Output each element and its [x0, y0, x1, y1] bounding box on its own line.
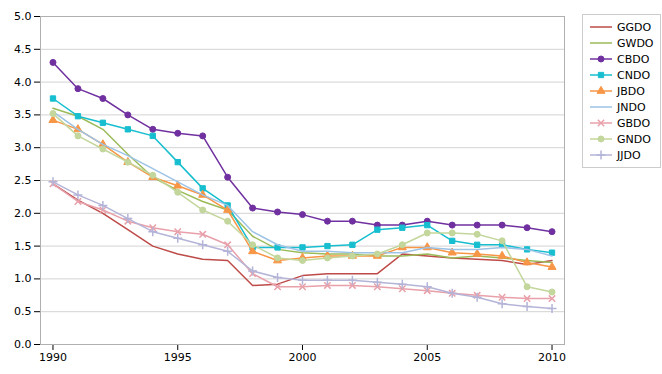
html-text:CBDO: CBDO	[617, 52, 650, 66]
svg-text:1.5: 1.5	[14, 240, 32, 253]
svg-text:1990: 1990	[39, 351, 67, 364]
svg-text:4.5: 4.5	[14, 43, 32, 56]
svg-text:1.0: 1.0	[14, 272, 32, 285]
svg-text:2010: 2010	[538, 351, 566, 364]
html-text:GBDO: GBDO	[617, 116, 651, 130]
html-text:GNDO: GNDO	[617, 132, 651, 146]
html-text:JBDO: JBDO	[617, 84, 645, 98]
html-text:CNDO: CNDO	[617, 68, 650, 82]
html-text:JNDO: JNDO	[617, 100, 646, 114]
svg-text:3.5: 3.5	[14, 108, 32, 121]
svg-text:4.0: 4.0	[14, 76, 32, 89]
html-text:GGDO: GGDO	[617, 20, 652, 34]
svg-text:5.0: 5.0	[14, 10, 32, 23]
svg-text:0.0: 0.0	[14, 338, 32, 351]
svg-text:2.0: 2.0	[14, 207, 32, 220]
svg-text:2000: 2000	[289, 351, 317, 364]
html-text:JJDO: JJDO	[617, 148, 641, 162]
svg-text:0.5: 0.5	[14, 305, 32, 318]
svg-text:3.0: 3.0	[14, 141, 32, 154]
svg-text:1995: 1995	[164, 351, 192, 364]
svg-text:2.5: 2.5	[14, 174, 32, 187]
svg-text:2005: 2005	[413, 351, 441, 364]
html-text:GWDO: GWDO	[617, 36, 654, 50]
